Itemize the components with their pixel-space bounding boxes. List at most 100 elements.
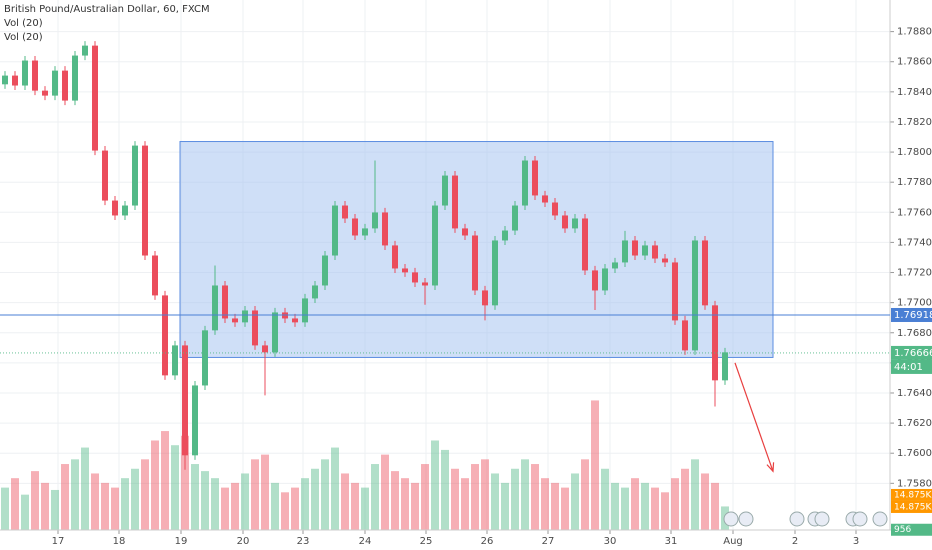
event-icon[interactable] bbox=[723, 511, 739, 527]
candle-body bbox=[112, 200, 118, 216]
y-tick-label: 1.77200 bbox=[897, 268, 932, 279]
event-icon[interactable] bbox=[814, 511, 830, 527]
volume-bar bbox=[191, 464, 199, 530]
arrow-line bbox=[734, 362, 774, 472]
candle-body bbox=[592, 270, 598, 291]
volume-bar bbox=[391, 471, 399, 530]
volume-bar bbox=[321, 459, 329, 530]
volume-bar bbox=[461, 478, 469, 530]
y-tick-label: 1.75800 bbox=[897, 478, 932, 489]
candle-body bbox=[582, 218, 588, 271]
event-icon[interactable] bbox=[852, 511, 868, 527]
candle-body bbox=[222, 285, 228, 319]
volume-bar bbox=[301, 478, 309, 530]
volume-bar bbox=[701, 473, 709, 530]
volume-tag bbox=[891, 488, 932, 501]
volume-bar bbox=[651, 487, 659, 530]
candle-body bbox=[122, 205, 128, 216]
candle-body bbox=[452, 175, 458, 229]
candle-body bbox=[662, 258, 668, 263]
volume-bar bbox=[481, 459, 489, 530]
candle-body bbox=[672, 262, 678, 321]
volume-bar bbox=[21, 494, 29, 530]
volume-bar bbox=[161, 431, 169, 530]
candle-body bbox=[572, 218, 578, 229]
y-tick-label: 1.76800 bbox=[897, 328, 932, 339]
price-tag-label: 1.76918 bbox=[894, 310, 932, 321]
candle-body bbox=[62, 70, 68, 101]
volume-bar bbox=[201, 471, 209, 530]
candle-body bbox=[432, 205, 438, 286]
volume-bar bbox=[141, 459, 149, 530]
volume-bar bbox=[91, 473, 99, 530]
x-tick-label: 27 bbox=[542, 536, 555, 547]
candle-body bbox=[492, 240, 498, 306]
volume-bar bbox=[231, 482, 239, 530]
volume-tag-label: 956 bbox=[894, 525, 911, 535]
candle-body bbox=[242, 310, 248, 323]
y-tick-label: 1.78200 bbox=[897, 117, 932, 128]
y-tick-label: 1.78000 bbox=[897, 147, 932, 158]
candle-body bbox=[362, 228, 368, 236]
x-tick-label: 20 bbox=[237, 536, 250, 547]
candle-body bbox=[82, 45, 88, 56]
candle-body bbox=[132, 145, 138, 206]
candle-body bbox=[652, 245, 658, 259]
volume-bar bbox=[281, 492, 289, 530]
volume-bar bbox=[591, 400, 599, 530]
volume-bar bbox=[631, 478, 639, 530]
candle-body bbox=[552, 202, 558, 216]
candle-body bbox=[252, 310, 258, 346]
volume-bar bbox=[241, 473, 249, 530]
volume-tag bbox=[891, 523, 932, 536]
volume-bar bbox=[471, 464, 479, 530]
y-tick-label: 1.76200 bbox=[897, 418, 932, 429]
volume-bar bbox=[271, 482, 279, 530]
candle-body bbox=[522, 160, 528, 206]
event-icon[interactable] bbox=[872, 511, 888, 527]
candle-body bbox=[152, 255, 158, 296]
volume-bar bbox=[541, 478, 549, 530]
candle-body bbox=[482, 290, 488, 306]
event-icon[interactable] bbox=[789, 511, 805, 527]
volume-bar bbox=[611, 482, 619, 530]
candle-body bbox=[272, 312, 278, 353]
volume-bar bbox=[181, 435, 189, 530]
candle-body bbox=[322, 255, 328, 286]
symbol-title[interactable]: British Pound/Australian Dollar, 60, FXC… bbox=[4, 4, 210, 15]
volume-bar bbox=[641, 482, 649, 530]
event-icon[interactable] bbox=[738, 511, 754, 527]
candle-body bbox=[632, 240, 638, 256]
arrow-head bbox=[766, 462, 775, 473]
volume-bar bbox=[431, 440, 439, 530]
legend: British Pound/Australian Dollar, 60, FXC… bbox=[4, 3, 210, 45]
y-tick-label: 1.78600 bbox=[897, 57, 932, 68]
candle-body bbox=[192, 385, 198, 456]
indicator-label[interactable]: Vol (20) bbox=[4, 32, 43, 43]
x-tick-label: 24 bbox=[359, 536, 372, 547]
volume-bar bbox=[71, 459, 79, 530]
x-tick-label: 31 bbox=[665, 536, 678, 547]
candle-body bbox=[72, 55, 78, 101]
x-tick-label: 23 bbox=[297, 536, 310, 547]
volume-bar bbox=[211, 478, 219, 530]
indicator-label[interactable]: Vol (20) bbox=[4, 18, 43, 29]
candle-body bbox=[512, 205, 518, 231]
volume-bar bbox=[661, 492, 669, 530]
x-tick-label: 25 bbox=[420, 536, 433, 547]
candle-body bbox=[22, 60, 28, 86]
candle-body bbox=[412, 272, 418, 283]
candle-body bbox=[202, 330, 208, 386]
y-tick-label: 1.76000 bbox=[897, 448, 932, 459]
volume-tag-label: 14.875K bbox=[894, 490, 932, 500]
x-tick-label: 30 bbox=[604, 536, 617, 547]
candle-body bbox=[312, 285, 318, 299]
volume-bar bbox=[711, 482, 719, 530]
candle-body bbox=[212, 285, 218, 331]
volume-bar bbox=[331, 447, 339, 530]
x-tick-label: 2 bbox=[792, 536, 798, 547]
price-tag bbox=[891, 345, 932, 360]
candle-body bbox=[172, 345, 178, 376]
volume-bar bbox=[401, 478, 409, 530]
